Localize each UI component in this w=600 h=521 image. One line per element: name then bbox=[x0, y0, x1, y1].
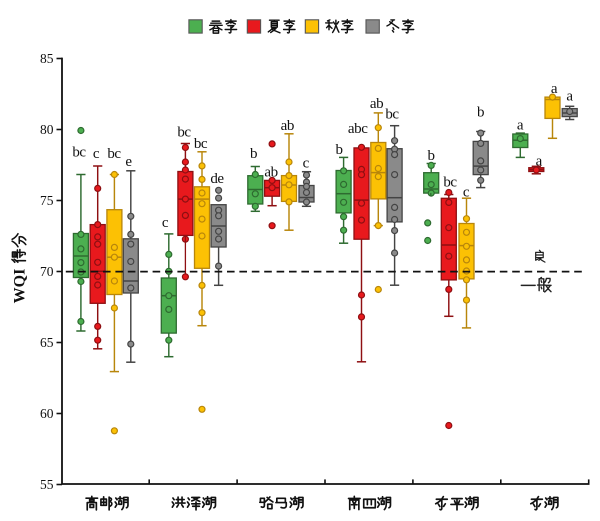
svg-text:ab: ab bbox=[264, 165, 277, 181]
svg-text:de: de bbox=[210, 171, 224, 187]
svg-text:WQI: WQI bbox=[12, 269, 29, 304]
svg-text:ab: ab bbox=[370, 96, 383, 112]
svg-text:bc: bc bbox=[72, 145, 86, 161]
svg-text:60: 60 bbox=[40, 406, 54, 421]
svg-text:85: 85 bbox=[40, 51, 54, 66]
svg-text:ab: ab bbox=[281, 118, 294, 134]
svg-text:c: c bbox=[463, 185, 470, 201]
svg-text:bc: bc bbox=[107, 146, 121, 162]
svg-text:abc: abc bbox=[348, 121, 368, 137]
svg-text:bc: bc bbox=[385, 107, 399, 123]
svg-text:a: a bbox=[517, 118, 524, 134]
svg-text:70: 70 bbox=[40, 264, 54, 279]
svg-text:c: c bbox=[93, 146, 100, 162]
svg-text:65: 65 bbox=[40, 335, 54, 350]
svg-text:c: c bbox=[303, 156, 310, 172]
svg-text:bc: bc bbox=[443, 175, 457, 191]
svg-text:b: b bbox=[250, 146, 257, 162]
svg-text:75: 75 bbox=[40, 193, 54, 208]
svg-text:b: b bbox=[477, 105, 484, 121]
svg-text:a: a bbox=[536, 154, 543, 170]
svg-text:80: 80 bbox=[40, 122, 54, 137]
svg-text:bc: bc bbox=[194, 136, 208, 152]
svg-text:e: e bbox=[125, 154, 132, 170]
svg-text:b: b bbox=[335, 142, 342, 158]
svg-text:bc: bc bbox=[177, 125, 191, 141]
svg-text:a: a bbox=[566, 89, 573, 105]
svg-text:c: c bbox=[162, 215, 169, 231]
svg-text:a: a bbox=[551, 81, 558, 97]
svg-text:55: 55 bbox=[40, 477, 54, 492]
svg-text:b: b bbox=[427, 148, 434, 164]
